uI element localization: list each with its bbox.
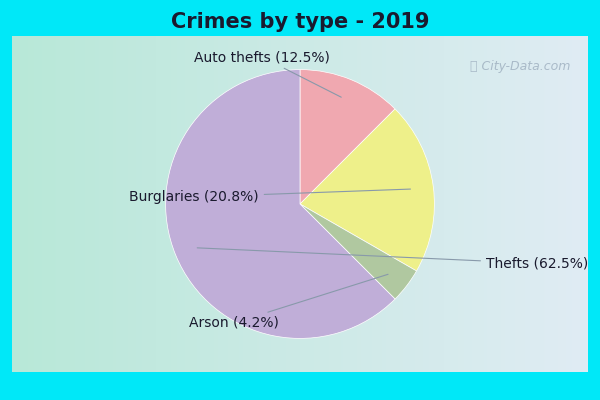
Text: Burglaries (20.8%): Burglaries (20.8%) bbox=[129, 189, 410, 204]
Text: Auto thefts (12.5%): Auto thefts (12.5%) bbox=[194, 50, 341, 97]
Wedge shape bbox=[300, 204, 416, 299]
Wedge shape bbox=[166, 70, 395, 338]
Text: ⓘ City-Data.com: ⓘ City-Data.com bbox=[470, 60, 571, 72]
Wedge shape bbox=[300, 70, 395, 204]
Wedge shape bbox=[300, 109, 434, 271]
Text: Arson (4.2%): Arson (4.2%) bbox=[189, 274, 388, 330]
Text: Thefts (62.5%): Thefts (62.5%) bbox=[197, 248, 588, 270]
Text: Crimes by type - 2019: Crimes by type - 2019 bbox=[171, 12, 429, 32]
